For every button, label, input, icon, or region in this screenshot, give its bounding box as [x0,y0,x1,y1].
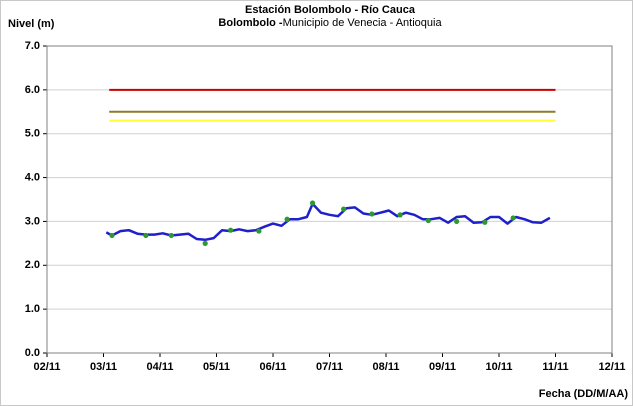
observed-point [256,228,262,234]
observed-point [397,212,403,218]
observed-point [168,232,174,239]
y-tick-label: 5.0 [25,128,40,140]
x-tick-label: 02/11 [34,361,61,373]
observed-point [369,211,375,217]
observed-point [143,232,149,239]
y-tick-label: 1.0 [25,303,40,315]
x-tick-label: 05/11 [203,361,230,373]
x-tick-label: 06/11 [260,361,287,373]
plot-area [46,45,613,354]
observed-point [109,232,115,239]
x-tick-label: 10/11 [486,361,513,373]
chart-subtitle: Bolombolo -Municipio de Venecia - Antioq… [218,17,442,29]
y-tick-label: 3.0 [25,215,40,227]
subtitle-normal: Municipio de Venecia - Antioquia [283,17,443,29]
observed-point [454,218,460,225]
x-tick-label: 07/11 [316,361,343,373]
x-tick-label: 11/11 [542,361,568,373]
y-tick-label: 0.0 [25,347,40,359]
y-tick-label: 6.0 [25,84,40,96]
x-tick-label: 08/11 [373,361,400,373]
subtitle-bold: Bolombolo - [218,17,282,29]
x-tick-label: 03/11 [90,361,117,373]
y-axis-label: Nivel (m) [8,18,55,30]
y-tick-label: 7.0 [25,40,40,52]
observed-point [284,216,290,222]
x-axis-label: Fecha (DD/M/AA) [539,388,629,400]
x-tick-label: 04/11 [147,361,174,373]
observed-point [309,200,316,206]
y-tick-label: 2.0 [25,259,40,271]
observed-point [341,206,347,212]
observed-point [425,217,431,224]
chart-title: Estación Bolombolo - Río Cauca [245,4,416,16]
x-tick-label: 09/11 [429,361,456,373]
y-tick-label: 4.0 [25,171,40,183]
observed-point [228,227,234,233]
observed-point [482,219,488,225]
series-line [105,202,551,242]
x-tick-label: 12/11 [599,361,626,373]
observed-point [510,215,516,221]
observed-point [202,240,208,246]
